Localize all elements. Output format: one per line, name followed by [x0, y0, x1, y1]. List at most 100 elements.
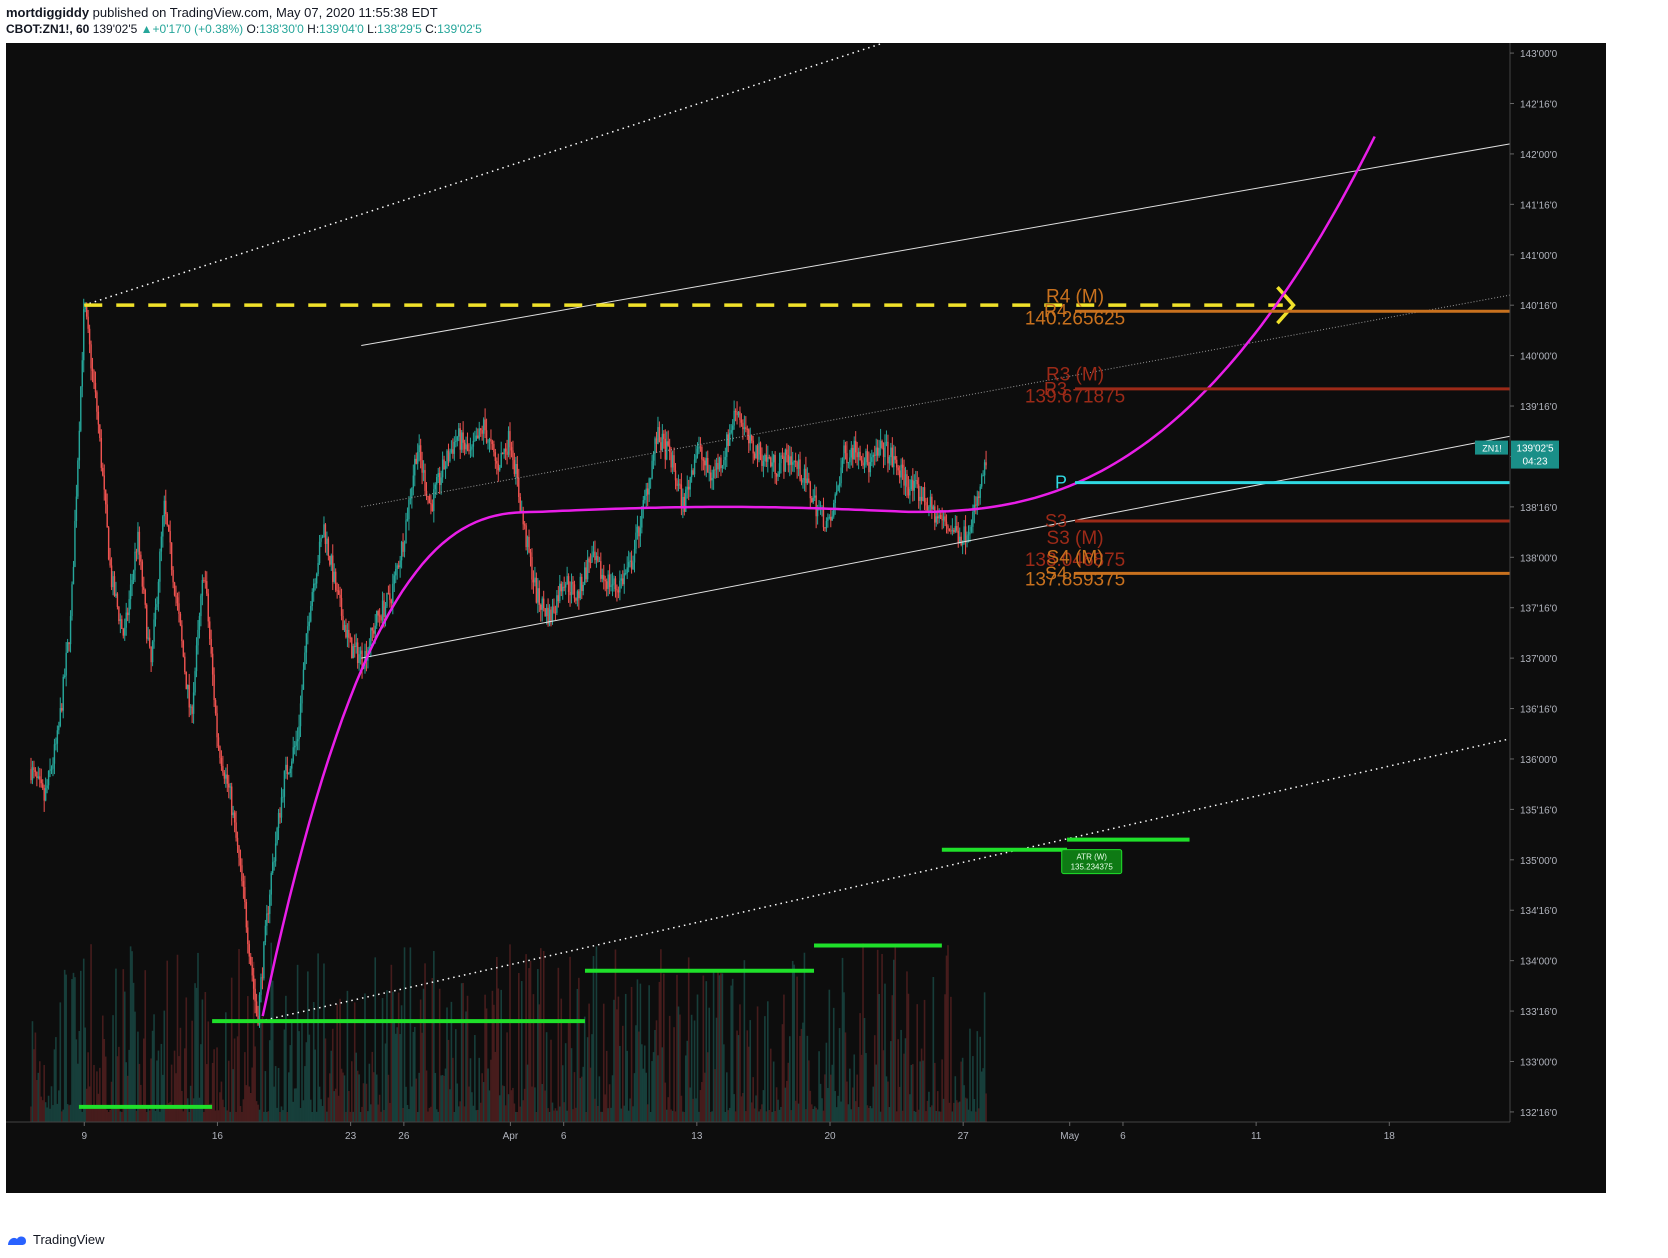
- candle-body: [254, 988, 256, 1002]
- volume-bar: [840, 1101, 842, 1122]
- candle-body: [324, 524, 327, 544]
- candle-body: [951, 529, 954, 531]
- candle-body: [937, 516, 939, 519]
- candle-body: [838, 483, 841, 486]
- candle-body: [327, 538, 330, 557]
- volume-bar: [412, 1031, 415, 1122]
- volume-bar: [560, 998, 563, 1122]
- volume-bar: [38, 1061, 41, 1122]
- volume-bar: [755, 1095, 757, 1122]
- volume-bar: [63, 969, 66, 1122]
- candle-body: [270, 873, 272, 895]
- volume-bar: [387, 1074, 390, 1122]
- volume-bar: [285, 995, 287, 1122]
- volume-bar: [384, 1043, 387, 1122]
- candle-body: [241, 865, 243, 882]
- candle-body: [125, 612, 127, 628]
- open-value: 138'30'0: [259, 22, 304, 36]
- volume-bar: [854, 1101, 857, 1122]
- candle-body: [271, 862, 274, 874]
- low-value: 138'29'5: [377, 22, 422, 36]
- volume-bar: [34, 1032, 37, 1122]
- candle-body: [626, 567, 628, 574]
- volume-bar: [810, 1104, 813, 1122]
- volume-bar: [418, 1072, 420, 1122]
- volume-bar: [912, 1064, 914, 1122]
- candle-body: [414, 458, 416, 476]
- candle-body: [919, 496, 921, 501]
- volume-bar: [53, 1049, 56, 1122]
- volume-bar: [66, 1104, 69, 1122]
- volume-bar: [68, 1105, 70, 1122]
- candle-body: [153, 619, 155, 642]
- volume-bar: [359, 1111, 362, 1122]
- candle-body: [976, 496, 978, 506]
- candle-body: [663, 433, 665, 439]
- candle-body: [789, 456, 791, 466]
- volume-bar: [406, 1104, 409, 1122]
- monthly-level-name: R3 (M): [1046, 365, 1104, 386]
- volume-bar: [936, 1091, 939, 1122]
- candle-body: [904, 474, 907, 486]
- volume-bar: [605, 1050, 608, 1122]
- candle-body: [945, 521, 948, 526]
- volume-bar: [323, 963, 325, 1122]
- candle-body: [323, 524, 325, 538]
- candle-body: [40, 779, 42, 784]
- volume-bar: [788, 1036, 791, 1122]
- candle-body: [292, 747, 294, 762]
- candle-body: [771, 462, 773, 467]
- volume-bar: [329, 1073, 331, 1122]
- candle-body: [466, 444, 469, 451]
- x-axis[interactable]: 9 16 23 26 Apr 6 13 20 27 May 6 11 18: [6, 1121, 1510, 1142]
- candle-body: [616, 589, 618, 591]
- volume-bar: [164, 1107, 167, 1122]
- volume-bar: [389, 1102, 391, 1122]
- volume-bar: [491, 990, 494, 1122]
- candle-body: [194, 671, 196, 693]
- candle-body: [403, 543, 406, 552]
- candle-body: [373, 630, 375, 634]
- candle-body: [518, 477, 520, 497]
- volume-bar: [339, 998, 341, 1122]
- candle-body: [840, 467, 842, 484]
- candle-body: [584, 567, 586, 585]
- candle-body: [318, 541, 321, 564]
- volume-bar: [513, 1103, 516, 1122]
- candle-body: [768, 457, 770, 459]
- candle-body: [359, 650, 362, 655]
- author-name[interactable]: mortdiggiddy: [6, 5, 90, 20]
- candle-body: [689, 477, 691, 490]
- volume-bar: [249, 1092, 252, 1122]
- candle-body: [869, 461, 872, 473]
- volume-bar: [869, 1105, 872, 1122]
- tradingview-footer[interactable]: TradingView: [6, 1232, 105, 1247]
- candle-body: [39, 776, 41, 780]
- volume-bar: [75, 1039, 78, 1122]
- candle-body: [834, 494, 836, 504]
- volume-bar: [465, 1011, 467, 1122]
- candle-body: [654, 438, 656, 454]
- volume-bar: [74, 977, 76, 1122]
- symbol-label[interactable]: CBOT:ZN1!, 60: [6, 22, 90, 36]
- candle-body: [460, 432, 463, 450]
- candle-body: [58, 725, 60, 731]
- candle-body: [837, 485, 839, 491]
- volume-bar: [59, 1002, 62, 1122]
- volume-bar: [953, 1102, 955, 1122]
- volume-bar: [706, 1052, 709, 1122]
- candle-body: [729, 432, 731, 446]
- volume-bar: [311, 1111, 314, 1122]
- candle-body: [701, 446, 703, 460]
- candle-body: [267, 913, 270, 915]
- candle-body: [755, 445, 757, 459]
- open-label: O:: [246, 22, 260, 36]
- volume-bar: [345, 1111, 347, 1122]
- volume-bar: [128, 1049, 130, 1122]
- candle-body: [248, 944, 250, 957]
- y-tick-label: 134'16'0: [1520, 906, 1558, 917]
- volume-bar: [403, 947, 406, 1122]
- candle-body: [393, 575, 395, 584]
- y-tick-label: 135'16'0: [1520, 805, 1558, 816]
